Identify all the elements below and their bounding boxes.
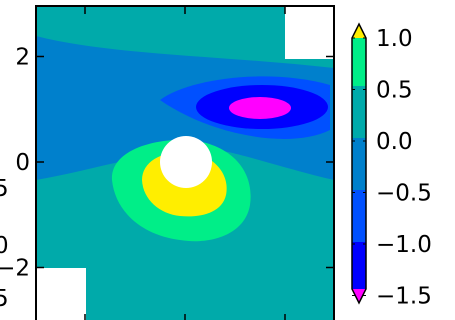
y-tick-label: 0 xyxy=(15,150,30,176)
clipped-tick-label: 5 xyxy=(0,176,9,202)
y-tick-label: 2 xyxy=(15,45,30,71)
colorbar-tick-label: 0.5 xyxy=(376,78,413,104)
clipped-tick-label: 0 xyxy=(0,233,9,259)
y-tick-label: −2 xyxy=(0,256,30,282)
masked-corner-bottom-left xyxy=(36,268,86,320)
colorbar-extend-under xyxy=(352,289,366,303)
colorbar-ticks: 1.0 0.5 0.0 −0.5 −1.0 −1.5 xyxy=(352,26,432,310)
colorbar-tick-label: −0.5 xyxy=(376,181,432,207)
clipped-tick-labels: 5 0 5 xyxy=(0,176,9,312)
colorbar-tick-label: −1.0 xyxy=(376,232,432,258)
y-tick-labels: 20−2 xyxy=(0,45,30,282)
colorbar-band-neg-1-0 xyxy=(352,190,366,242)
colorbar-tick-label: 0.0 xyxy=(376,129,413,155)
colorbar-tick-label: −1.5 xyxy=(376,284,432,310)
clipped-tick-label: 5 xyxy=(0,286,9,312)
axis-ticks xyxy=(36,6,334,320)
colorbar-band-0-0 xyxy=(352,86,366,138)
colorbar-band-neg-1-5 xyxy=(352,242,366,289)
colorbar-band-pos-0-5 xyxy=(352,38,366,86)
masked-corner-top-right xyxy=(285,6,334,59)
colorbar-extend-over xyxy=(352,24,366,38)
masked-center xyxy=(160,136,212,188)
contour-fills xyxy=(36,6,334,320)
colorbar xyxy=(351,22,367,305)
colorbar-band-neg-0-5 xyxy=(352,138,366,190)
colorbar-tick-label: 1.0 xyxy=(376,26,413,52)
contour-band-under xyxy=(229,97,291,119)
